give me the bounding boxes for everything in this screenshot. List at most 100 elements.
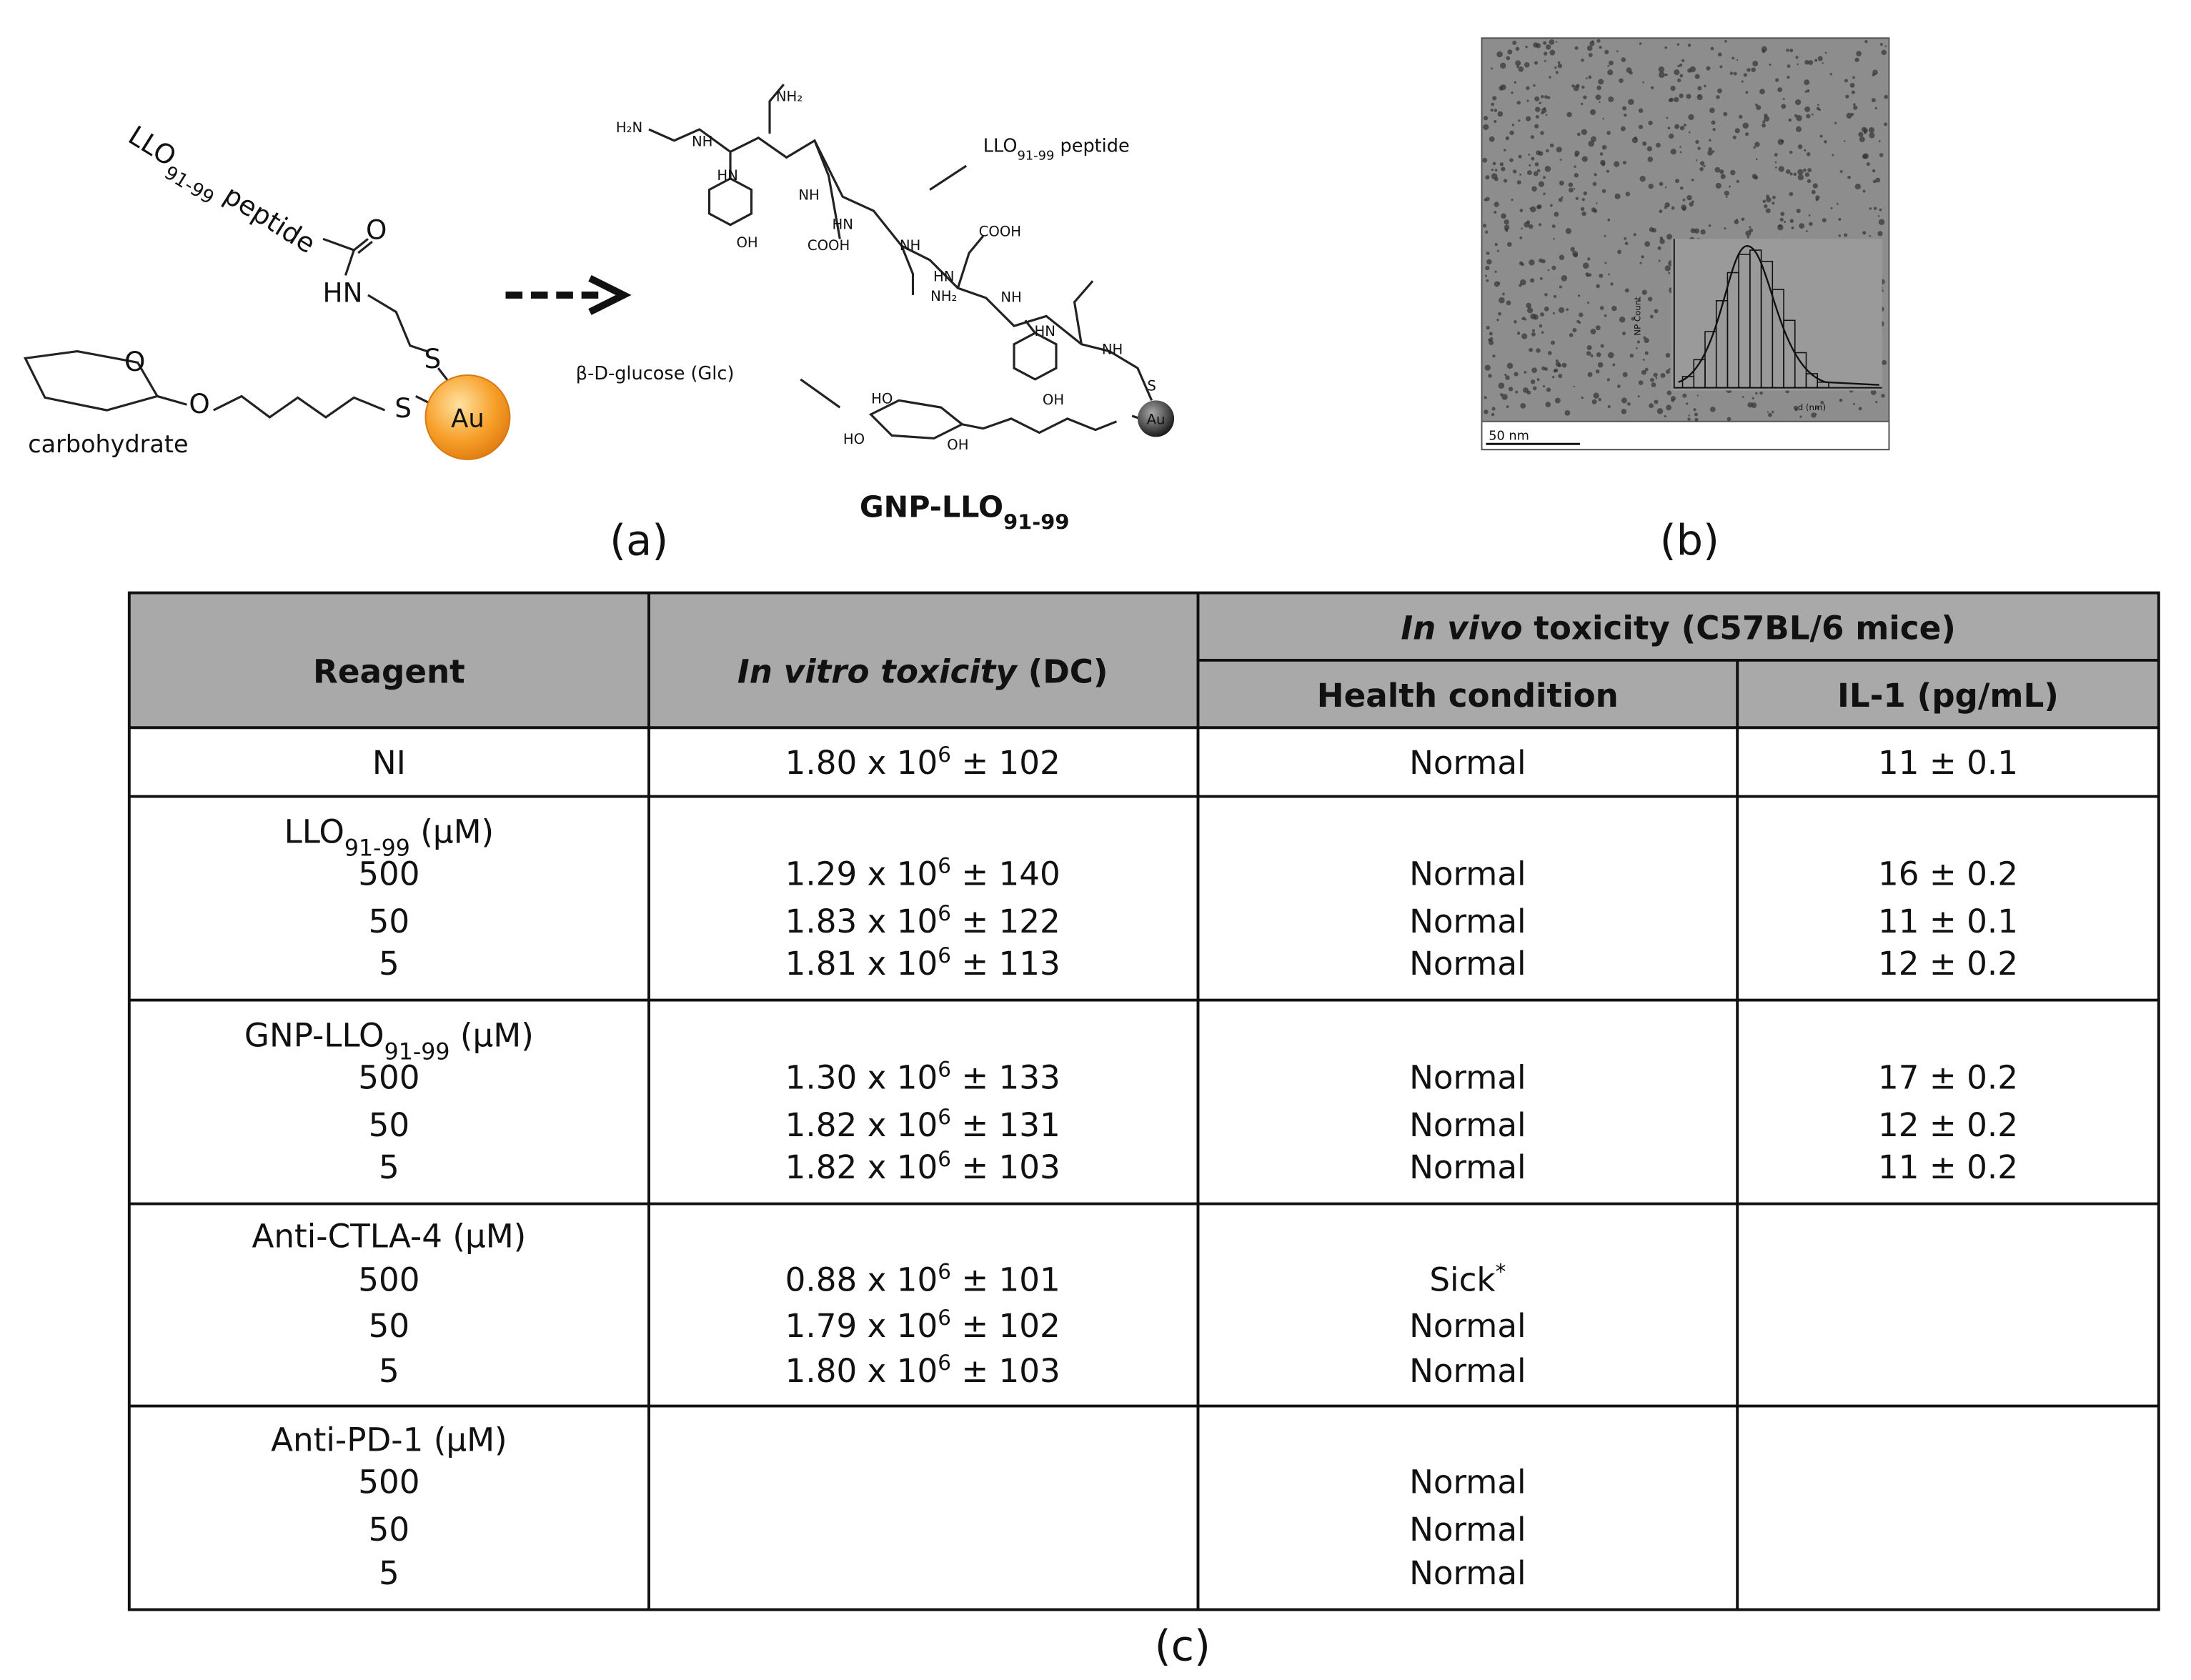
particle	[1489, 332, 1493, 336]
particle	[1745, 132, 1749, 136]
particle	[1688, 131, 1691, 134]
particle	[1780, 212, 1785, 217]
atom-label: HN	[933, 268, 954, 284]
particle	[1875, 401, 1878, 404]
particle	[1870, 389, 1877, 395]
particle	[1846, 112, 1852, 119]
invitro-cell: 1.80 x 106 ± 103	[785, 1351, 1060, 1390]
particle	[1534, 162, 1539, 166]
particle	[1534, 61, 1539, 65]
particle	[1733, 71, 1737, 76]
health-cell-part: Sick	[1429, 1261, 1496, 1298]
particle	[1747, 235, 1749, 239]
particle	[1782, 98, 1785, 101]
particle	[1519, 209, 1524, 212]
particle	[1754, 141, 1760, 147]
particle	[1501, 394, 1508, 400]
invitro-cell-part: 6	[938, 1105, 951, 1129]
particle	[1529, 259, 1535, 266]
particle	[1799, 415, 1802, 418]
particle	[1601, 161, 1606, 166]
particle	[1625, 192, 1631, 197]
particle	[1530, 135, 1535, 139]
particle	[1670, 149, 1676, 155]
particle	[1658, 66, 1665, 73]
particle	[1694, 228, 1699, 234]
particle	[1505, 375, 1510, 380]
particle	[1530, 379, 1536, 384]
particle	[1590, 354, 1594, 357]
invitro-cell-part: 1.82 x 10	[785, 1148, 938, 1186]
particle	[1559, 254, 1565, 260]
particle	[1506, 242, 1512, 247]
particle	[1598, 79, 1604, 85]
particle	[1511, 199, 1514, 202]
particle	[1541, 366, 1546, 371]
particle	[1506, 362, 1514, 369]
particle	[1582, 262, 1589, 269]
invitro-cell-part: ± 103	[951, 1352, 1060, 1390]
dose-cell: 5	[379, 1554, 399, 1592]
carbohydrate-label-part: carbohydrate	[28, 430, 188, 458]
particle	[1499, 162, 1504, 166]
particle	[1499, 297, 1505, 304]
gold-label: Au	[451, 404, 485, 434]
invitro-cell-part: ± 102	[951, 744, 1060, 782]
particle	[1546, 96, 1551, 99]
particle	[1874, 106, 1877, 110]
particle	[1504, 374, 1507, 377]
particle	[1583, 95, 1587, 99]
particle	[1537, 204, 1542, 209]
particle	[1659, 239, 1665, 244]
particle	[1540, 312, 1544, 317]
particle	[1688, 114, 1694, 121]
particle	[1595, 202, 1598, 204]
particle	[1749, 226, 1752, 229]
particle	[1533, 171, 1539, 177]
particle	[1741, 217, 1745, 222]
particle	[1583, 191, 1588, 196]
particle	[1824, 140, 1827, 144]
reagent-name: Anti-CTLA-4 (μM)	[252, 1217, 526, 1255]
atom-label-part: HO	[871, 390, 893, 407]
particle	[1621, 57, 1626, 62]
particle	[1666, 404, 1672, 411]
arrow	[505, 274, 632, 315]
particle	[1881, 393, 1885, 398]
particle	[1494, 119, 1497, 124]
atom-label: HN	[717, 167, 737, 184]
particle	[1539, 258, 1544, 263]
particle	[1665, 369, 1670, 374]
particle	[1884, 45, 1887, 47]
particle	[1621, 397, 1627, 404]
atom-label: O	[124, 346, 145, 377]
particle	[1544, 95, 1548, 99]
dose-cell-part: 50	[369, 1106, 409, 1144]
invitro-cell-part: 1.30 x 10	[785, 1058, 938, 1096]
reagent-name-part: NI	[372, 744, 406, 782]
particle	[1554, 397, 1561, 404]
health-cell: Sick*	[1429, 1259, 1506, 1298]
particle	[1526, 86, 1530, 91]
particle	[1494, 109, 1498, 112]
particle	[1590, 136, 1596, 142]
atom-label: NH	[798, 187, 819, 203]
particle	[1592, 182, 1597, 187]
il1-cell: 11 ± 0.2	[1878, 1148, 2018, 1186]
particle	[1720, 174, 1726, 179]
il1-cell: 17 ± 0.2	[1878, 1058, 2018, 1096]
peptide-label-part: LLO	[983, 135, 1018, 156]
invitro-cell-part: 6	[938, 901, 951, 925]
atom-label-part: HN	[717, 167, 737, 184]
particle	[1519, 284, 1522, 287]
particle	[1732, 135, 1737, 139]
particle	[1679, 63, 1683, 67]
particle	[1624, 242, 1629, 246]
particle	[1789, 49, 1794, 53]
particle	[1638, 124, 1644, 129]
dose-cell: 50	[369, 1511, 409, 1549]
invitro-cell-part: 6	[938, 943, 951, 968]
particle	[1714, 166, 1721, 173]
particle	[1526, 302, 1531, 309]
particle	[1797, 174, 1804, 181]
